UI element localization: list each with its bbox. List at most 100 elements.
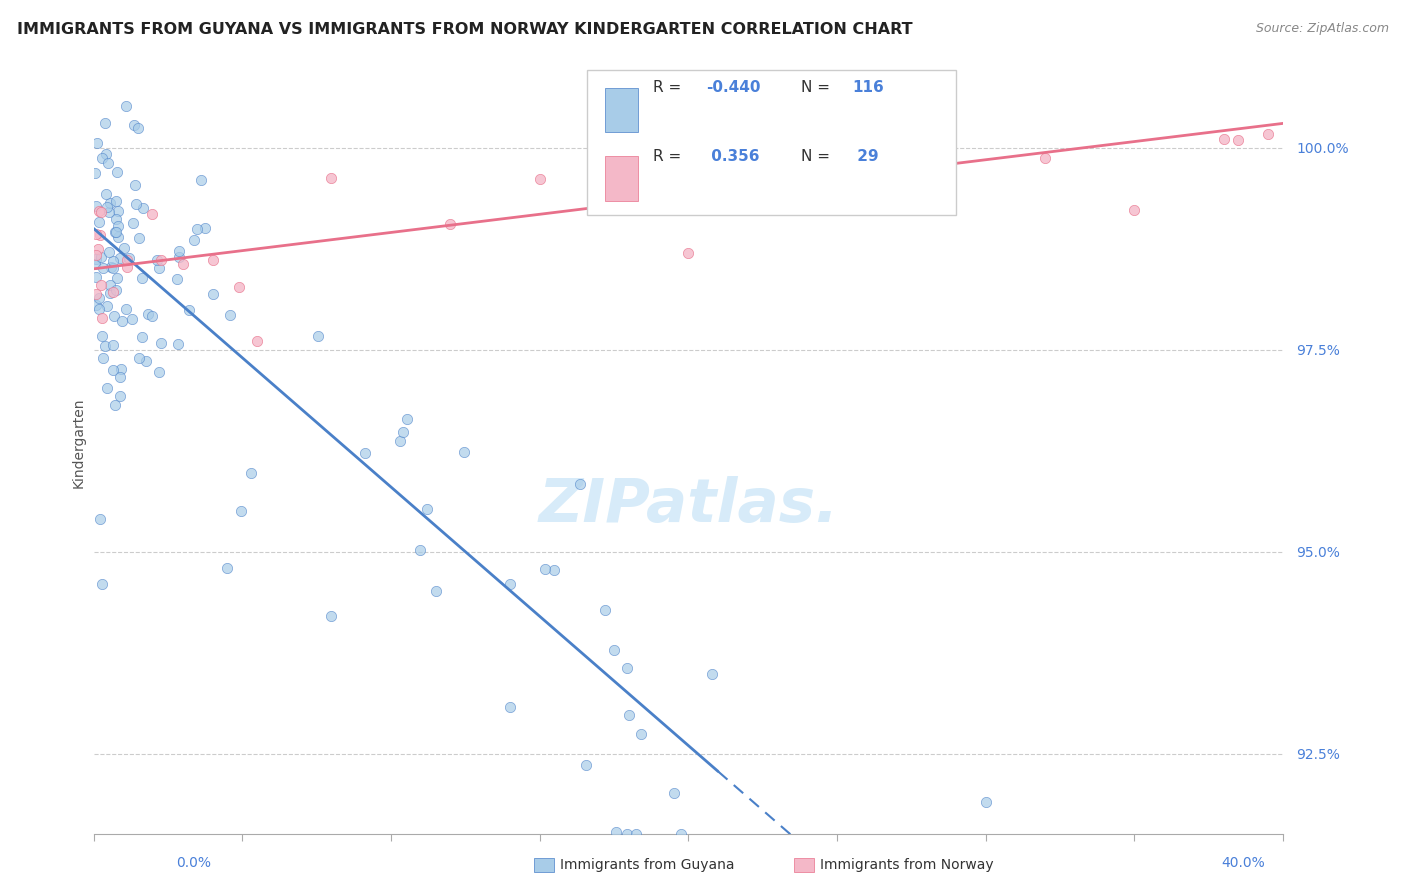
Point <box>104 225 127 239</box>
Point <box>499 699 522 714</box>
Point <box>183 233 205 247</box>
Point <box>115 253 138 268</box>
Point <box>148 260 170 275</box>
Point <box>202 287 225 301</box>
Point <box>104 225 127 239</box>
Point <box>1257 127 1279 141</box>
Point <box>87 215 110 229</box>
Point <box>90 311 112 326</box>
Point <box>166 272 188 286</box>
Text: Immigrants from Guyana: Immigrants from Guyana <box>560 858 734 872</box>
Point <box>132 202 155 216</box>
Text: 0.0%: 0.0% <box>176 855 211 870</box>
Point <box>135 354 157 368</box>
Point <box>96 187 118 202</box>
Point <box>616 660 638 674</box>
Point <box>148 365 170 379</box>
Text: Immigrants from Norway: Immigrants from Norway <box>820 858 993 872</box>
Point <box>190 173 212 187</box>
Point <box>543 563 565 577</box>
Point <box>354 446 377 460</box>
Point <box>105 211 128 226</box>
Point <box>84 248 107 262</box>
Point <box>84 257 107 271</box>
Text: R =: R = <box>652 149 681 164</box>
Point <box>98 285 121 300</box>
Point <box>87 242 110 256</box>
Point <box>91 328 114 343</box>
Point <box>90 205 112 219</box>
Text: N =: N = <box>801 80 831 95</box>
Point <box>603 642 626 657</box>
Point <box>84 287 107 301</box>
Point <box>1212 132 1234 146</box>
Point <box>408 543 430 558</box>
Point <box>149 252 172 267</box>
Point <box>97 156 120 170</box>
Point <box>125 197 148 211</box>
Point <box>186 221 208 235</box>
Point <box>112 241 135 255</box>
Point <box>172 257 194 271</box>
Point <box>700 666 723 681</box>
Point <box>115 302 138 317</box>
Point <box>796 112 818 127</box>
Point <box>107 219 129 234</box>
Point <box>974 795 997 809</box>
Point <box>100 260 122 274</box>
Point <box>101 261 124 276</box>
Point <box>529 171 551 186</box>
Point <box>108 389 131 403</box>
Point <box>568 477 591 491</box>
Point <box>87 204 110 219</box>
Point <box>101 338 124 352</box>
Point <box>146 252 169 267</box>
Point <box>118 252 141 266</box>
Point <box>617 707 640 722</box>
Point <box>616 827 638 841</box>
Point <box>499 577 522 591</box>
Point <box>103 285 125 299</box>
Point <box>86 136 108 151</box>
Point <box>84 227 107 241</box>
Bar <box>605 88 638 133</box>
Point <box>605 825 627 839</box>
Point <box>122 118 145 132</box>
Text: 116: 116 <box>852 80 884 95</box>
Point <box>105 194 128 209</box>
Point <box>90 151 112 165</box>
Point <box>91 261 114 276</box>
Point <box>97 245 120 260</box>
Point <box>321 609 343 624</box>
Point <box>110 362 132 376</box>
Point <box>218 308 240 322</box>
Point <box>662 787 685 801</box>
Bar <box>605 156 638 201</box>
Point <box>141 309 163 323</box>
Point <box>124 178 146 192</box>
Text: 0.356: 0.356 <box>706 149 759 164</box>
Point <box>127 121 149 136</box>
Point <box>1227 133 1250 147</box>
Point <box>201 253 224 268</box>
Point <box>84 166 107 180</box>
Text: 40.0%: 40.0% <box>1222 855 1265 870</box>
Point <box>96 381 118 395</box>
Point <box>678 246 700 260</box>
Point <box>84 199 107 213</box>
Point <box>228 280 250 294</box>
Point <box>104 284 127 298</box>
Point <box>111 314 134 328</box>
Point <box>388 434 411 448</box>
Point <box>114 99 136 113</box>
FancyBboxPatch shape <box>588 70 956 215</box>
Point <box>94 146 117 161</box>
Point <box>149 336 172 351</box>
Y-axis label: Kindergarten: Kindergarten <box>72 397 86 488</box>
Point <box>94 339 117 353</box>
Point <box>1033 151 1056 165</box>
Point <box>167 336 190 351</box>
Point <box>91 351 114 365</box>
Point <box>425 584 447 599</box>
Point <box>131 330 153 344</box>
